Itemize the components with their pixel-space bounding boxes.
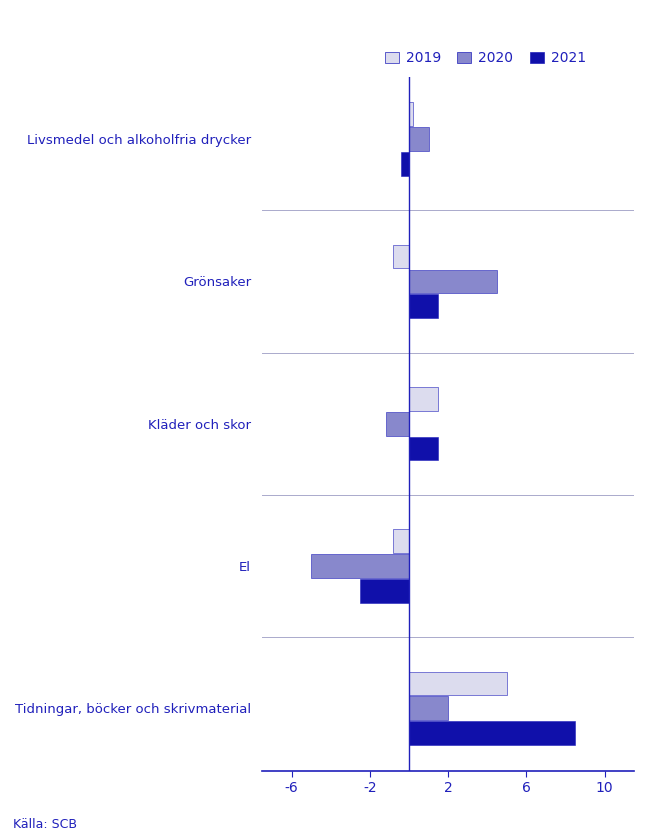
Bar xyxy=(409,270,497,293)
Bar xyxy=(393,245,409,268)
Bar xyxy=(409,127,428,151)
Bar xyxy=(401,152,409,176)
Bar xyxy=(409,387,438,411)
Bar xyxy=(409,671,507,696)
Bar xyxy=(409,103,413,126)
Bar xyxy=(386,412,409,436)
Bar xyxy=(311,554,409,578)
Bar xyxy=(360,579,409,603)
Bar xyxy=(393,529,409,553)
Bar xyxy=(409,696,448,720)
Text: Källa: SCB: Källa: SCB xyxy=(13,817,77,831)
Bar xyxy=(409,295,438,318)
Bar xyxy=(409,437,438,460)
Bar xyxy=(409,721,575,745)
Legend: 2019, 2020, 2021: 2019, 2020, 2021 xyxy=(379,46,591,71)
